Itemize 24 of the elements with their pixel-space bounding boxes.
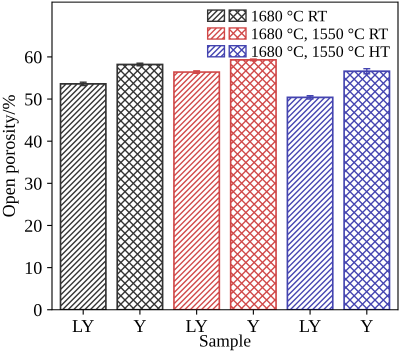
x-tick-label: LY [299,320,321,332]
y-tick-label: 50 [25,93,42,106]
x-tick-label: Y [134,320,146,332]
x-tick-label: Y [360,320,373,332]
bar [173,71,220,310]
y-tick-label: 30 [25,178,42,190]
legend-label: 1680 °C, 1550 °C RT [252,28,388,42]
bar [116,64,164,310]
legend-label: 1680 °C, 1550 °C HT [252,46,390,60]
x-tick-label: LY [186,320,208,332]
x-tick-label: LY [72,320,94,332]
y-tick-label: 40 [24,135,42,148]
y-tick-label: 10 [26,262,42,274]
y-tick-label: 20 [25,220,42,232]
bar [60,83,107,310]
bar [343,70,390,310]
y-tick-label: 60 [25,51,42,64]
legend-label: 1680 °C RT [252,10,327,22]
y-tick-label: 0 [34,304,42,316]
x-tick-label: Y [247,320,260,332]
bar [286,96,334,310]
y-axis-title: Open porosity/% [2,95,19,217]
bar [230,59,277,310]
x-axis-title: Sample [200,334,250,350]
